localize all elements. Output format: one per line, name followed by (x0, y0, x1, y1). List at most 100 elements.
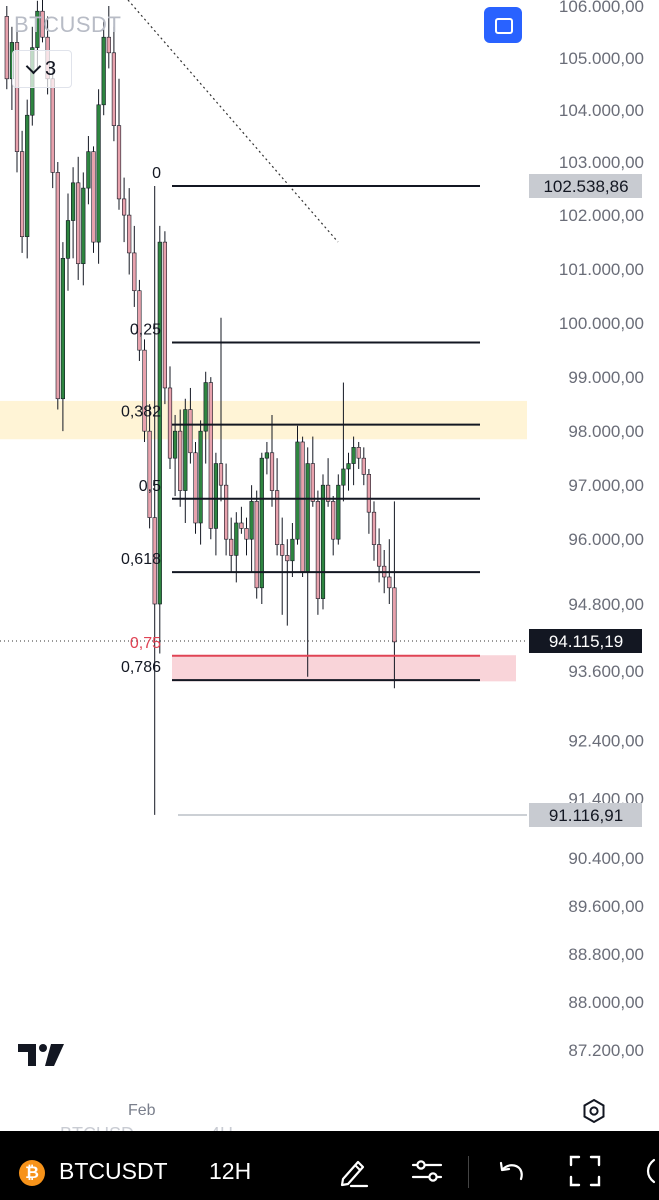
candle-body (259, 457, 264, 589)
expand-icon (495, 18, 513, 34)
candle-body (218, 463, 224, 486)
candle-body (315, 501, 321, 599)
legend-toggle-button[interactable]: 3 (12, 50, 72, 88)
candle-body (142, 349, 147, 432)
trend-line (127, 0, 339, 243)
symbol-selector[interactable]: BTCUSDT (59, 1158, 168, 1184)
expand-chart-button[interactable] (484, 7, 522, 43)
fib-level-label: 0,25 (130, 322, 161, 339)
candle-body (193, 452, 198, 524)
candle-body (325, 484, 331, 502)
fib-level-label: 0,75 (130, 635, 161, 652)
candle-body (173, 430, 178, 459)
candle-body (71, 182, 76, 221)
candle-body (14, 42, 20, 152)
candle-body (336, 484, 341, 540)
candle-body (274, 490, 280, 545)
price-badge-bg (529, 174, 642, 198)
fib-level-label: 0,786 (121, 659, 161, 676)
candle-body (356, 447, 361, 459)
candle-body (122, 198, 127, 216)
candle-body (203, 382, 208, 432)
candle-body (137, 290, 142, 351)
y-axis-tick-label: 88.800,00 (568, 945, 644, 964)
candle-body (331, 501, 336, 540)
candle-body (290, 538, 295, 562)
interval-selector[interactable]: 12H (209, 1158, 252, 1184)
candle-body (305, 463, 310, 572)
price-badge-label: 94.115,19 (549, 632, 623, 651)
candle-body (300, 441, 305, 572)
candle-body (50, 78, 55, 173)
candle-body (198, 430, 203, 524)
fib-level-label: 0 (152, 165, 161, 182)
y-axis-tick-label: 87.200,00 (568, 1041, 644, 1060)
highlight-zone (0, 400, 527, 440)
undo-icon[interactable] (494, 1152, 528, 1190)
candle-body (239, 522, 244, 529)
candle-body (341, 468, 346, 486)
candle-body (19, 151, 25, 238)
candle-body (387, 576, 392, 589)
chevron-down-icon (25, 58, 42, 74)
fullscreen-icon[interactable] (566, 1152, 604, 1190)
y-axis-tick-label: 92.400,00 (568, 732, 644, 751)
y-axis-tick-label: 99.000,00 (568, 368, 644, 387)
candle-body (111, 52, 116, 126)
price-chart[interactable]: 0 0,25 0,382 0,5 0,618 0,75 0,786 106.000,00 105… (0, 0, 659, 1131)
price-badge-bg (529, 803, 642, 827)
candle-body (25, 114, 30, 238)
bitcoin-icon: ₿ (19, 1160, 45, 1186)
candle-body (4, 16, 9, 80)
fib-level-label: 0,5 (139, 478, 161, 495)
fib-level-label: 0,382 (121, 404, 161, 421)
candle-body (86, 151, 91, 189)
candle-body (76, 182, 81, 265)
bottom-toolbar (0, 1131, 659, 1200)
candle-body (285, 555, 290, 562)
candle-body (310, 463, 315, 502)
candle-body (132, 252, 137, 292)
y-axis-tick-label: 90.400,00 (568, 849, 644, 868)
candle-body (116, 125, 122, 200)
chart-area[interactable]: 0 0,25 0,382 0,5 0,618 0,75 0,786 106.000,00 105… (0, 0, 659, 1131)
candle-body (147, 430, 152, 518)
candle-body (188, 409, 193, 454)
candle-body (229, 538, 234, 556)
price-badge-bg (529, 629, 642, 653)
y-axis-tick-label: 106.000,00 (559, 0, 644, 16)
candle-body (40, 10, 45, 38)
chart-settings-icon[interactable] (581, 1098, 607, 1124)
candle-body (65, 220, 71, 259)
time-axis-label: Feb (128, 1102, 156, 1119)
price-badge-label: 91.116,91 (549, 806, 623, 825)
legend-count: 3 (44, 57, 57, 80)
candle-body (157, 241, 162, 605)
candle-body (361, 457, 366, 475)
y-axis-tick-label: 105.000,00 (559, 49, 644, 68)
candle-body (178, 430, 183, 491)
candle-body (96, 104, 101, 243)
candle-body (249, 501, 254, 540)
candle-body (183, 409, 188, 491)
drawing-tool-icon[interactable] (334, 1152, 372, 1190)
candle-body (254, 501, 259, 589)
y-axis-tick-label: 101.000,00 (559, 260, 644, 279)
y-axis-tick-label: 96.000,00 (568, 530, 644, 549)
highlight-zone (172, 655, 516, 682)
more-icon[interactable] (640, 1152, 659, 1190)
indicators-icon[interactable] (408, 1152, 446, 1190)
y-axis-tick-label: 98.000,00 (568, 422, 644, 441)
candle-body (55, 172, 60, 400)
candle-body (376, 544, 382, 567)
y-axis-tick-label: 100.000,00 (559, 314, 644, 333)
candle-body (224, 484, 229, 540)
y-axis-tick-label: 97.000,00 (568, 476, 644, 495)
price-badge-label: 102.538,86 (543, 177, 628, 196)
candle-body (81, 187, 86, 265)
candle-body (106, 36, 111, 54)
candle-body (101, 36, 106, 106)
candle-body (91, 151, 96, 243)
candle-body (346, 463, 351, 470)
y-axis-tick-label: 89.600,00 (568, 897, 644, 916)
